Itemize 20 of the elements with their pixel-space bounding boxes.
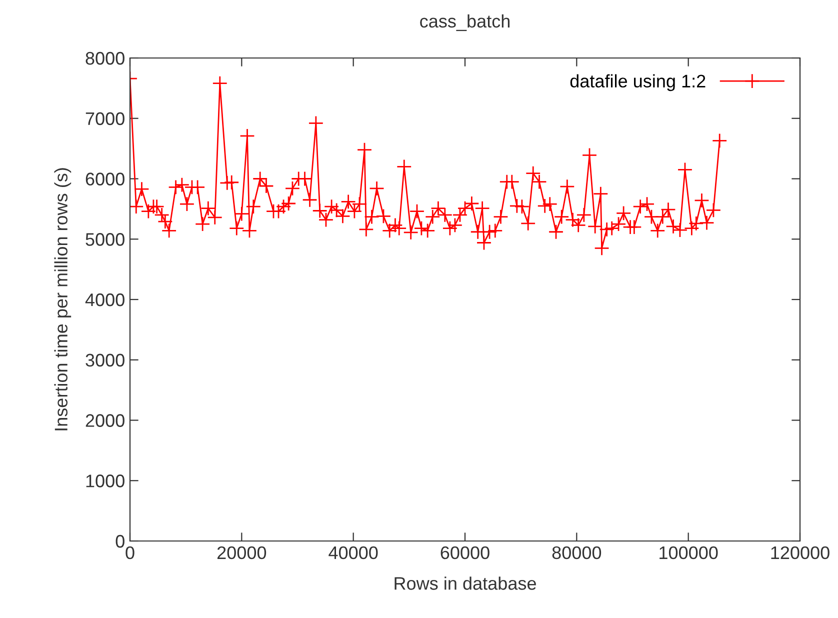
x-tick-label: 20000 (217, 546, 266, 560)
y-tick-label: 6000 (86, 172, 124, 186)
y-tick-label: 4000 (85, 293, 124, 306)
y-axis-title: Insertion time per million rows (s) (54, 168, 72, 430)
legend-label: datafile using 1:2 (570, 74, 706, 92)
y-tick-label: 0 (116, 534, 124, 548)
x-tick-label: 0 (126, 546, 134, 560)
x-tick-label: 60000 (440, 546, 490, 560)
y-tick-label: 8000 (86, 52, 124, 65)
x-tick-label: 120000 (771, 546, 830, 560)
y-tick-label: 7000 (86, 112, 124, 126)
y-tick-label: 2000 (86, 414, 124, 427)
y-tick-label: 1000 (86, 474, 124, 488)
x-axis-title: Rows in database (394, 576, 536, 590)
chart-title: cass_batch (420, 14, 510, 32)
x-tick-label: 100000 (660, 546, 718, 560)
x-tick-label: 80000 (552, 546, 602, 560)
y-tick-label: 5000 (86, 233, 124, 246)
y-tick-label: 3000 (86, 354, 124, 367)
x-tick-label: 40000 (328, 546, 378, 560)
